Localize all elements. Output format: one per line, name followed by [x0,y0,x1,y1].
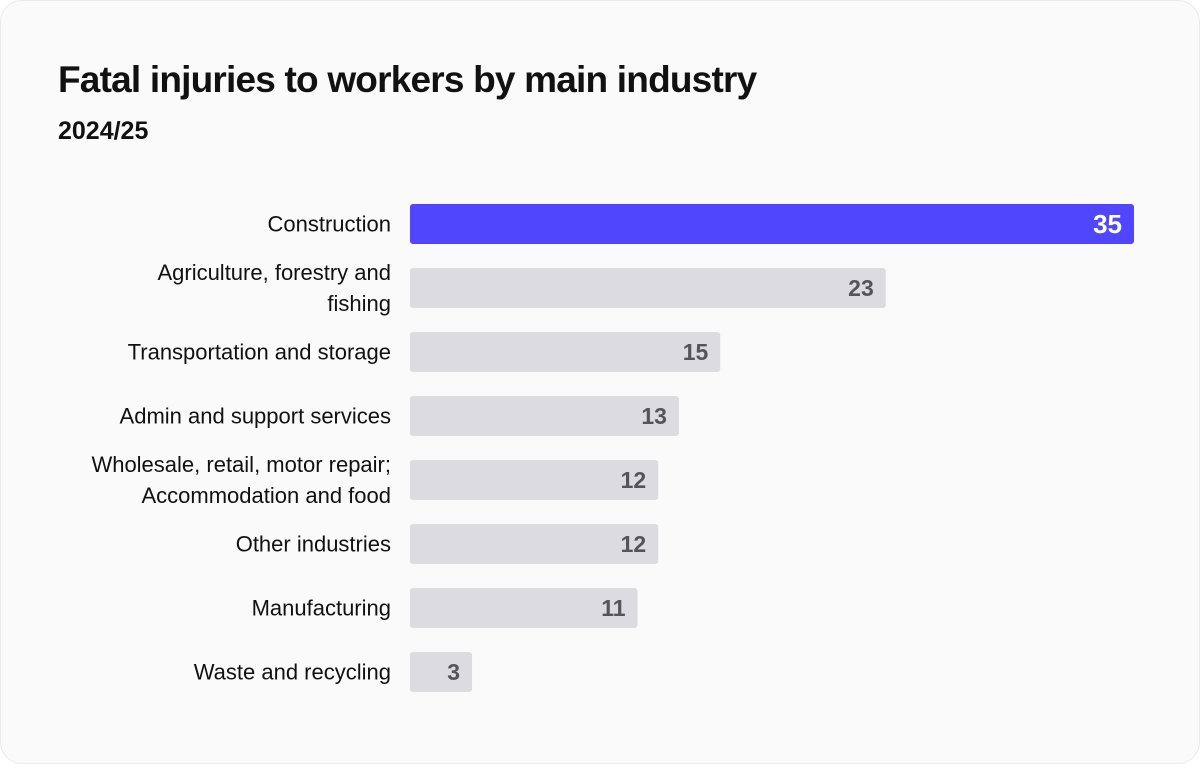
bar-row: 3 Waste and recycling [194,652,473,692]
bar-value-label: 15 [683,339,709,365]
bar-row: 12 Other industries [236,524,659,564]
bar-row: 13 Admin and support services [120,396,679,436]
bar [410,588,638,628]
bar [410,268,886,308]
bar-value-label: 12 [621,531,647,557]
bar-row: 11 Manufacturing [252,588,638,628]
bar-row: 35 Construction [267,204,1134,244]
category-label: Transportation and storage [128,340,391,365]
category-label: Admin and support services [120,404,391,429]
bar-row: 15 Transportation and storage [128,332,721,372]
category-label: Agriculture, forestry and [157,260,391,285]
category-label: Wholesale, retail, motor repair; [91,452,391,477]
bar [410,332,721,372]
category-label: Waste and recycling [194,660,391,685]
bar-value-label: 13 [641,403,667,429]
category-label: fishing [327,291,391,316]
bar-value-label: 35 [1093,209,1122,239]
bar-value-label: 11 [601,595,626,621]
bar-value-label: 12 [621,467,647,493]
bar [410,460,659,500]
bar-row: 12 Wholesale, retail, motor repair; Accomm… [91,452,659,508]
chart-subtitle: 2024/25 [58,117,149,145]
bar-row: 23 Agriculture, forestry and fishing [157,260,886,316]
bar [410,396,679,436]
category-label: Accommodation and food [142,483,392,508]
bar [410,652,473,692]
bar [410,524,659,564]
category-label: Construction [267,212,391,237]
bar-value-label: 23 [848,275,874,301]
bar-value-label: 3 [447,659,460,685]
bar [410,204,1134,244]
category-label: Manufacturing [252,596,391,621]
category-label: Other industries [236,532,391,557]
chart-title: Fatal injuries to workers by main indust… [58,59,757,100]
